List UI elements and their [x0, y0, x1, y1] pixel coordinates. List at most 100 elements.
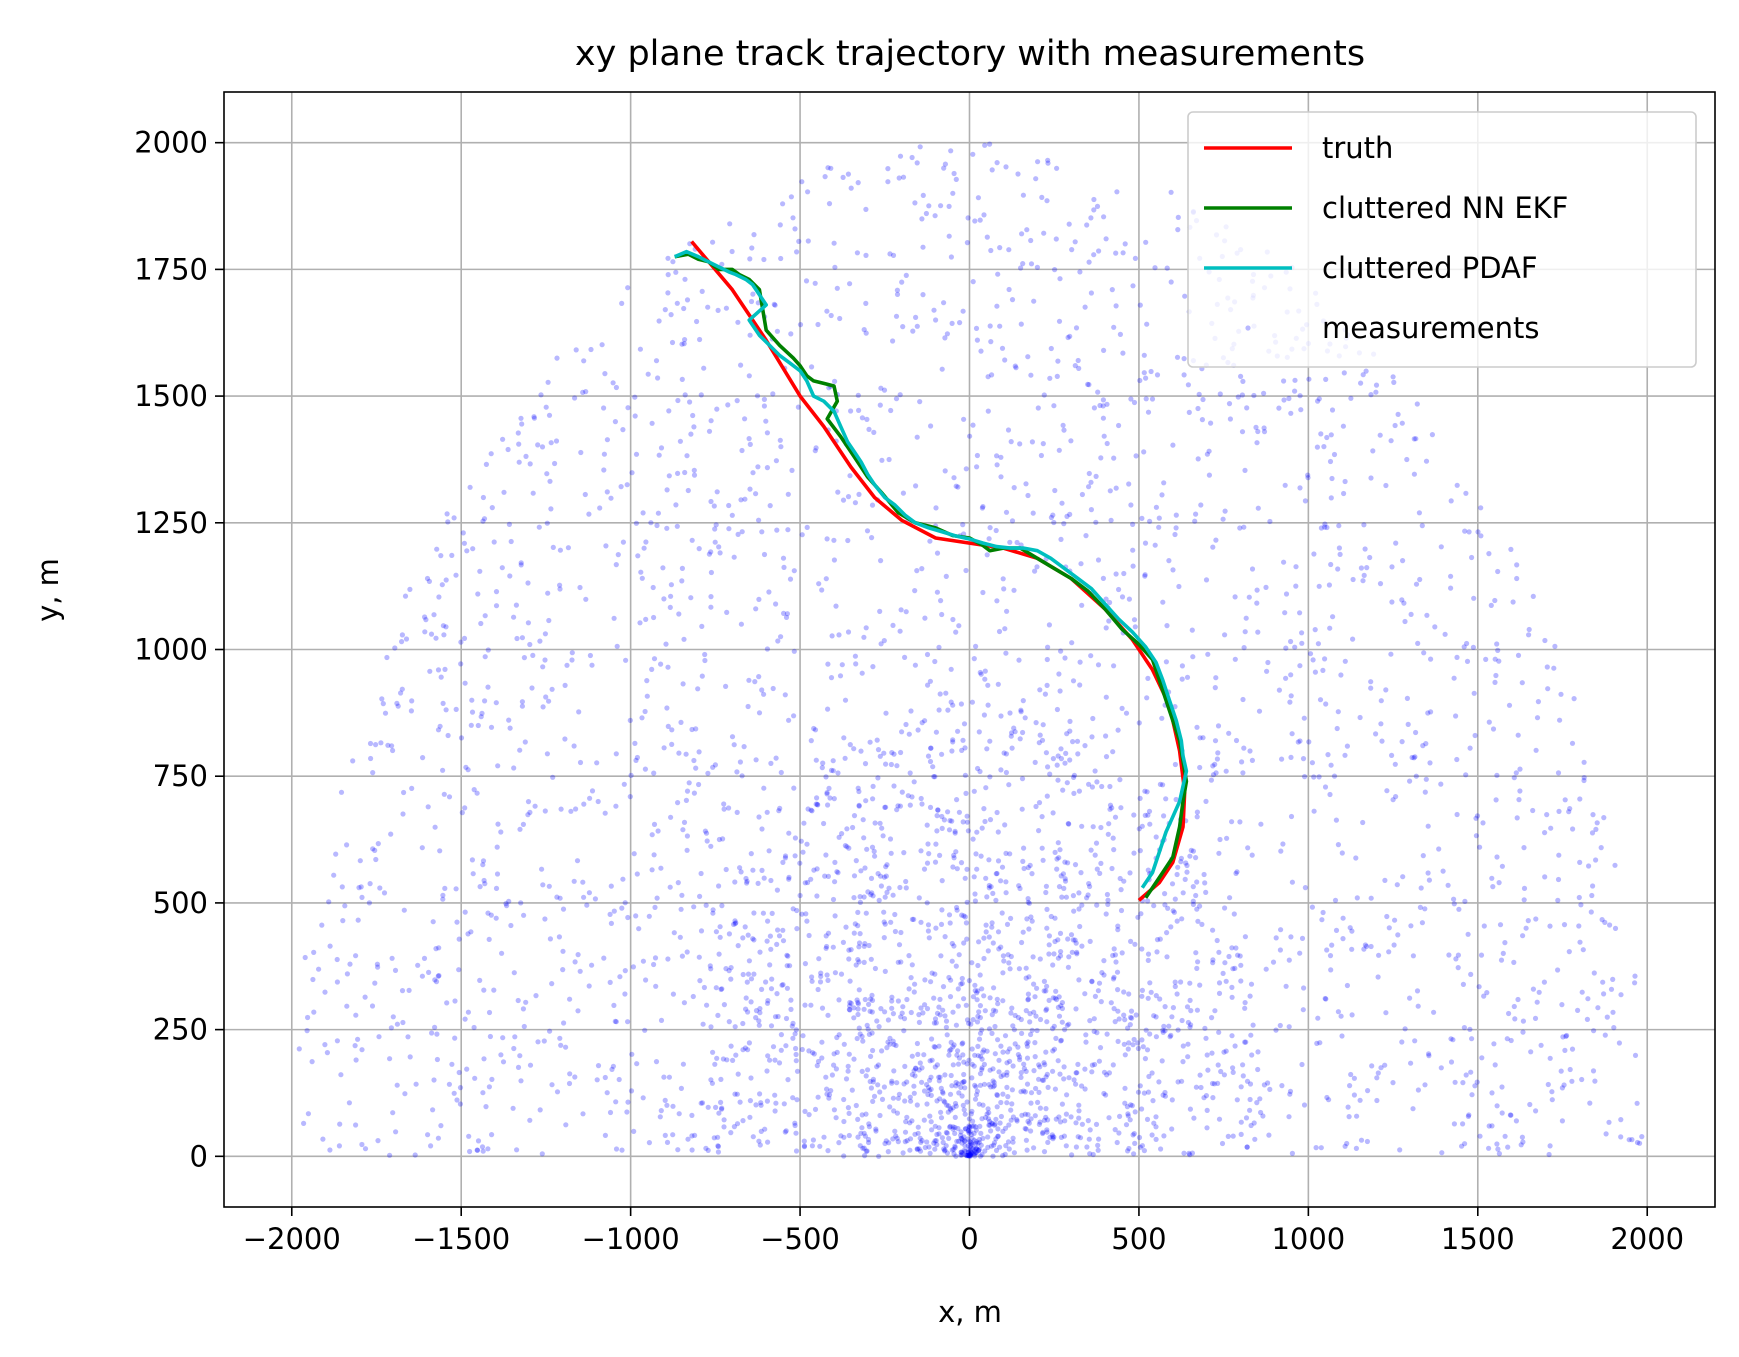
measurement-point — [922, 1002, 928, 1008]
measurement-point — [1082, 991, 1088, 997]
measurement-point — [997, 1144, 1003, 1150]
measurement-point — [1513, 770, 1519, 776]
measurement-point — [979, 1027, 985, 1033]
measurement-point — [966, 1057, 972, 1063]
measurement-point — [1153, 1014, 1159, 1020]
measurement-point — [305, 1014, 311, 1021]
measurement-point — [763, 418, 769, 424]
measurement-point — [1338, 1013, 1344, 1019]
measurement-point — [1132, 255, 1138, 261]
measurement-point — [1169, 1014, 1175, 1020]
measurement-point — [1055, 937, 1061, 943]
measurement-point — [961, 940, 967, 946]
measurement-point — [637, 620, 643, 626]
measurement-point — [1083, 533, 1089, 539]
measurement-point — [985, 1144, 991, 1150]
measurement-point — [634, 871, 640, 877]
measurement-point — [1051, 519, 1057, 526]
measurement-point — [935, 807, 941, 813]
measurement-point — [791, 785, 797, 791]
measurement-point — [1047, 1134, 1053, 1140]
measurement-point — [1075, 1061, 1081, 1067]
measurement-point — [1226, 401, 1233, 407]
measurement-point — [454, 1097, 460, 1103]
measurement-point — [1098, 824, 1104, 831]
series-line-cluttered-nn-ekf — [674, 252, 1189, 899]
measurement-point — [1153, 504, 1159, 510]
measurement-point — [1044, 1019, 1050, 1025]
measurement-point — [1051, 1134, 1057, 1140]
measurement-point — [897, 803, 904, 809]
measurement-point — [742, 1045, 749, 1051]
measurement-point — [1314, 1040, 1320, 1046]
measurement-point — [1044, 793, 1050, 799]
measurement-point — [494, 844, 500, 850]
measurement-point — [794, 1068, 801, 1074]
measurement-point — [1028, 1090, 1035, 1096]
measurement-point — [1041, 1149, 1048, 1155]
measurement-point — [1420, 743, 1426, 749]
measurement-point — [1610, 976, 1616, 983]
measurement-point — [1082, 1066, 1088, 1072]
measurement-point — [791, 568, 797, 574]
measurement-point — [900, 324, 906, 330]
measurement-point — [953, 629, 959, 635]
measurement-point — [1126, 1145, 1132, 1152]
measurement-point — [892, 911, 898, 918]
measurement-point — [721, 1117, 727, 1123]
measurement-point — [1005, 427, 1012, 433]
measurement-point — [394, 1021, 400, 1027]
measurement-point — [681, 819, 688, 826]
measurement-point — [1393, 540, 1399, 546]
measurement-point — [775, 927, 781, 933]
x-axis-ticks: −2000 −1500 −1000 −500 0 500 1000 1500 2000 — [243, 1207, 1684, 1256]
measurement-point — [1391, 379, 1397, 385]
measurement-point — [692, 1132, 698, 1138]
measurement-point — [1202, 880, 1208, 886]
measurement-point — [1472, 732, 1478, 739]
measurement-point — [651, 821, 658, 828]
measurement-point — [1082, 1086, 1088, 1092]
measurement-point — [1121, 989, 1127, 995]
measurement-point — [1057, 847, 1063, 853]
measurement-point — [744, 880, 750, 886]
measurement-point — [854, 1035, 860, 1042]
measurement-point — [855, 1116, 861, 1122]
measurement-point — [1476, 984, 1482, 990]
measurement-point — [572, 959, 578, 965]
measurement-point — [998, 944, 1004, 950]
measurement-point — [860, 1145, 866, 1151]
measurement-point — [1028, 261, 1035, 267]
measurement-point — [696, 749, 702, 755]
measurement-point — [847, 281, 853, 287]
measurement-point — [1471, 595, 1477, 601]
measurement-point — [985, 408, 991, 414]
measurement-point — [914, 1102, 920, 1108]
measurement-point — [581, 894, 587, 900]
measurement-point — [373, 742, 379, 748]
measurement-point — [867, 1078, 873, 1085]
measurement-point — [1357, 1097, 1363, 1103]
measurement-point — [604, 437, 611, 443]
measurement-point — [947, 1123, 953, 1129]
measurement-point — [728, 976, 734, 982]
measurement-point — [964, 1152, 970, 1158]
measurement-point — [1184, 862, 1190, 869]
measurement-point — [468, 929, 474, 935]
measurement-point — [851, 930, 857, 936]
measurement-point — [1329, 407, 1336, 413]
measurement-point — [1323, 701, 1329, 707]
measurement-point — [1173, 525, 1179, 531]
measurement-point — [814, 1063, 820, 1069]
measurement-point — [1007, 966, 1013, 972]
measurement-point — [994, 996, 1000, 1002]
measurement-point — [655, 828, 661, 834]
measurement-point — [714, 1055, 720, 1061]
measurement-point — [971, 788, 977, 794]
measurement-point — [1182, 293, 1188, 299]
measurement-point — [927, 1113, 933, 1119]
measurement-point — [959, 1093, 965, 1099]
measurement-point — [840, 174, 846, 180]
measurement-point — [899, 279, 905, 285]
measurement-point — [945, 1109, 951, 1115]
